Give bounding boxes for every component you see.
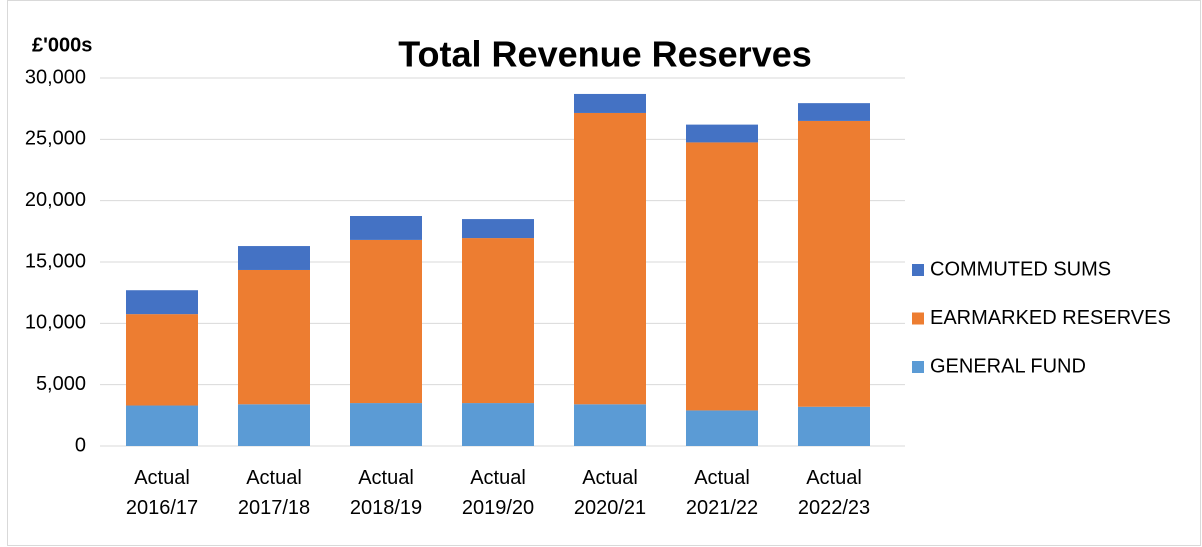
bar-segment <box>126 314 198 406</box>
bar-segment <box>462 219 534 239</box>
legend-label: GENERAL FUND <box>930 355 1086 377</box>
bar-segment <box>574 404 646 446</box>
bar-segment <box>126 405 198 446</box>
bar-segment <box>798 406 870 446</box>
bar-segment <box>238 246 310 270</box>
x-tick-label: Actual 2017/18 <box>237 467 311 519</box>
bar-segment <box>350 216 422 240</box>
bar-segment <box>798 103 870 121</box>
x-tick-label: Actual 2022/23 <box>797 467 871 519</box>
y-tick-label: 0 <box>75 434 86 456</box>
bar-segment <box>574 93 646 113</box>
y-tick-label: 15,000 <box>25 250 86 272</box>
legend-label: EARMARKED RESERVES <box>930 307 1171 329</box>
bar-segment <box>686 142 758 411</box>
y-tick-label: 5,000 <box>36 373 86 395</box>
bar-segment <box>686 410 758 446</box>
bar-segment <box>686 124 758 143</box>
bar-segment <box>574 112 646 405</box>
x-tick-label: Actual 2018/19 <box>349 467 423 519</box>
chart-border <box>7 0 1201 546</box>
legend-label: COMMUTED SUMS <box>930 258 1111 280</box>
x-tick-label: Actual 2020/21 <box>573 467 647 519</box>
x-tick-label: Actual 2021/22 <box>685 467 759 519</box>
chart-title: Total Revenue Reserves <box>398 34 812 75</box>
y-tick-label: 30,000 <box>25 66 86 88</box>
y-tick-label: 10,000 <box>25 312 86 334</box>
y-tick-label: 20,000 <box>25 189 86 211</box>
bar-segment <box>350 239 422 404</box>
bar-segment <box>462 238 534 404</box>
bar-segment <box>238 269 310 405</box>
y-tick-label: 25,000 <box>25 128 86 150</box>
x-tick-label: Actual 2019/20 <box>461 467 535 519</box>
bar-segment <box>238 404 310 446</box>
bar-segment <box>798 120 870 407</box>
legend-swatch <box>912 264 924 276</box>
x-tick-label: Actual 2016/17 <box>125 467 199 519</box>
y-axis-label: £'000s <box>32 34 92 56</box>
legend-swatch <box>912 361 924 373</box>
bar-segment <box>350 403 422 446</box>
bar-segment <box>462 403 534 446</box>
legend-swatch <box>912 312 924 325</box>
bar-segment <box>126 290 198 315</box>
